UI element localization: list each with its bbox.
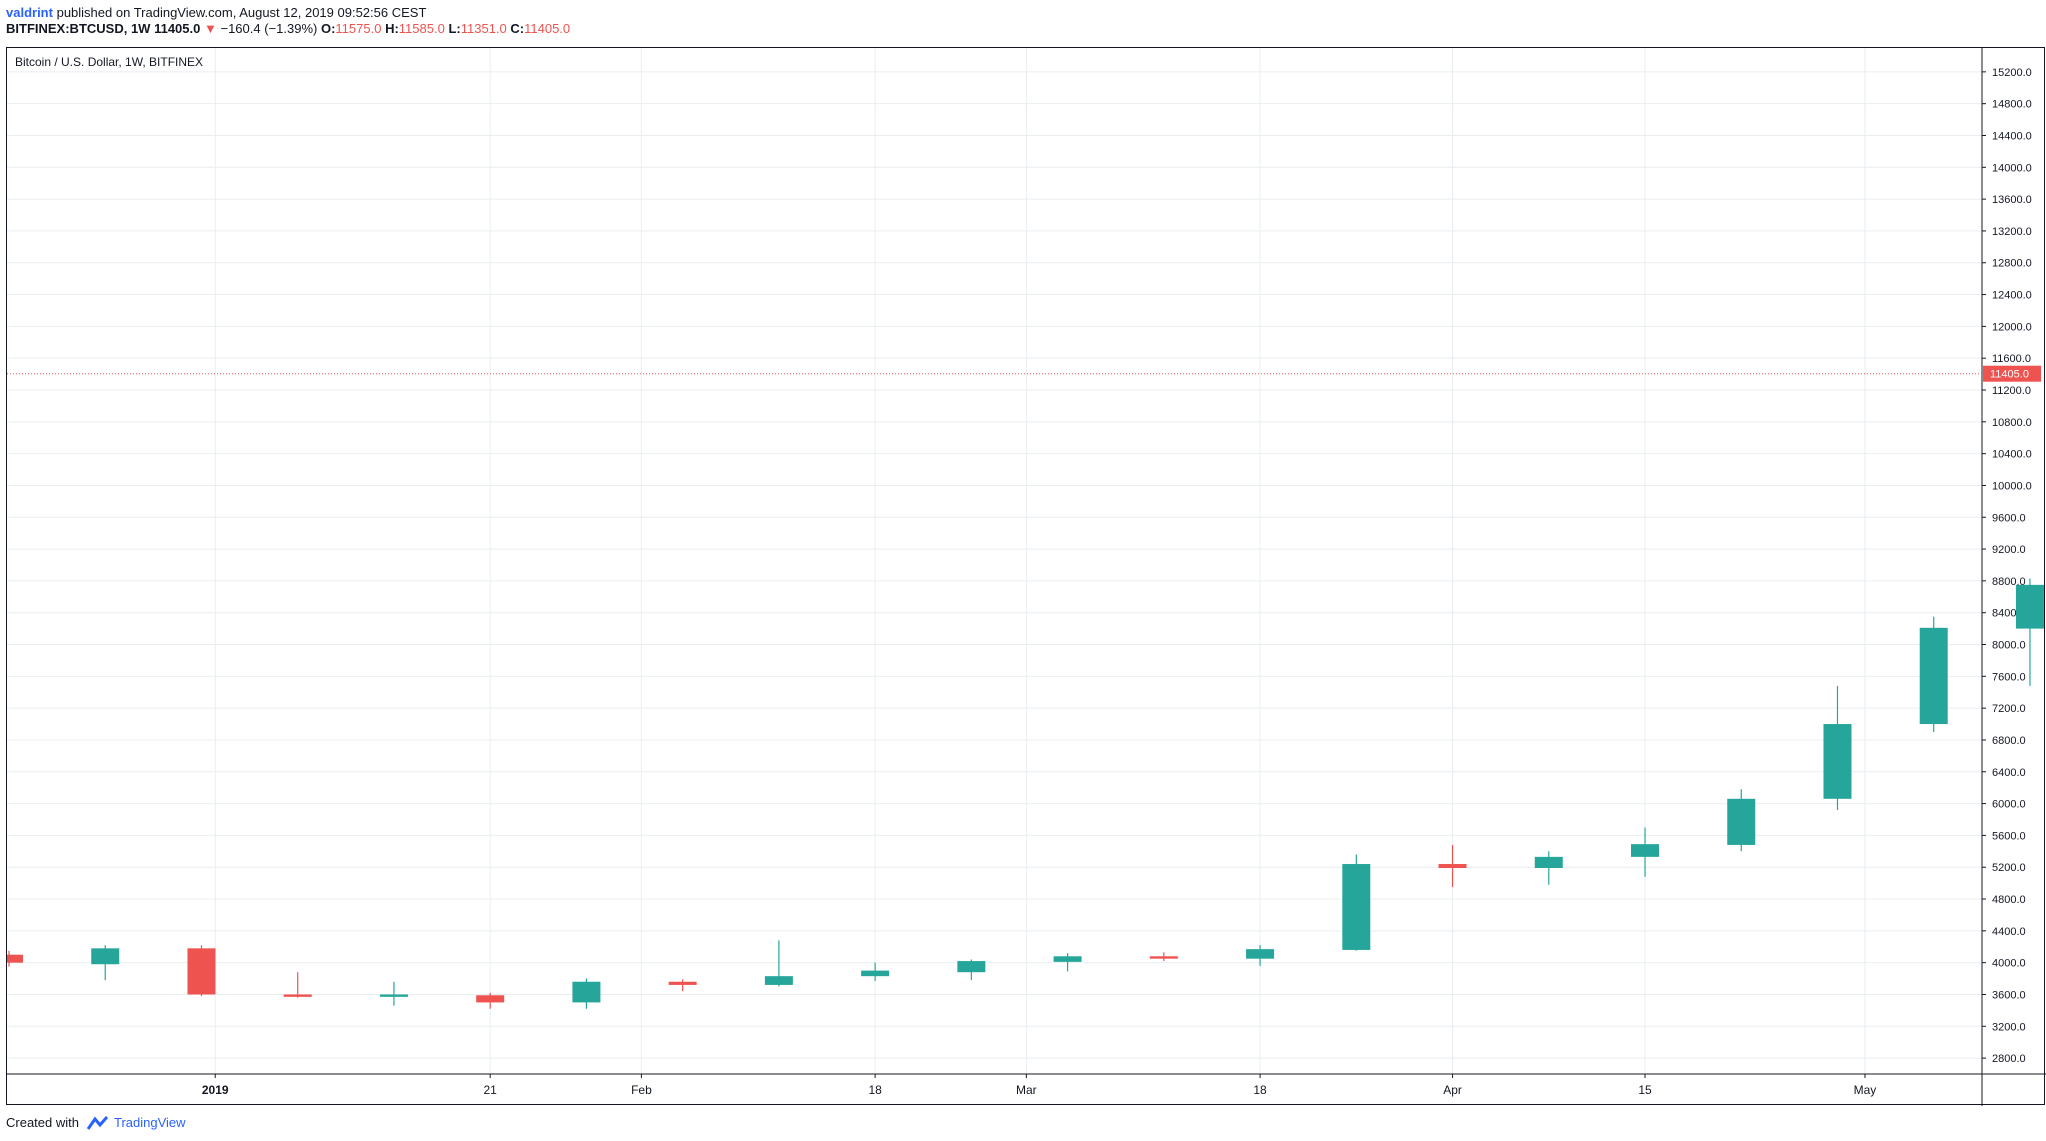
candle-down <box>7 954 23 963</box>
created-with-text: Created with <box>6 1115 79 1130</box>
author-link[interactable]: valdrint <box>6 5 53 20</box>
y-tick-label: 9200.0 <box>1992 544 2026 556</box>
x-tick-label: 18 <box>868 1083 882 1097</box>
y-tick-label: 12800.0 <box>1992 258 2032 270</box>
y-tick-label: 6000.0 <box>1992 799 2026 811</box>
ohlc-line: BITFINEX:BTCUSD, 1W 11405.0 ▼ −160.4 (−1… <box>6 21 570 36</box>
candle-up <box>379 994 408 997</box>
y-tick-label: 11600.0 <box>1992 353 2031 365</box>
y-tick-label: 4400.0 <box>1992 926 2026 938</box>
y-tick-label: 3200.0 <box>1992 1021 2026 1033</box>
y-tick-label: 9600.0 <box>1992 512 2026 524</box>
candle-down <box>187 948 216 995</box>
tradingview-logo-icon <box>86 1116 108 1130</box>
y-tick-label: 8000.0 <box>1992 640 2026 652</box>
y-tick-label: 5600.0 <box>1992 830 2026 842</box>
candle-up <box>1534 856 1563 869</box>
candlestick-chart[interactable]: Bitcoin / U.S. Dollar, 1W, BITFINEX 2800.… <box>7 48 2046 1106</box>
open-label: O: <box>320 21 336 36</box>
chart-title: Bitcoin / U.S. Dollar, 1W, BITFINEX <box>15 55 203 69</box>
publish-line: valdrint published on TradingView.com, A… <box>6 5 426 20</box>
y-tick-label: 14800.0 <box>1992 99 2032 111</box>
x-tick-label: May <box>1854 1083 1877 1097</box>
x-tick-label: Mar <box>1016 1083 1037 1097</box>
x-tick-label: 2019 <box>202 1083 229 1097</box>
candle-up <box>1246 949 1275 959</box>
price-change: −160.4 (−1.39%) <box>220 21 318 36</box>
x-tick-label: Apr <box>1443 1083 1462 1097</box>
open-value: 11575.0 <box>335 21 382 36</box>
y-tick-label: 10000.0 <box>1992 480 2032 492</box>
candle-up <box>957 961 986 973</box>
chart-container[interactable]: Bitcoin / U.S. Dollar, 1W, BITFINEX 2800.… <box>6 47 2046 1106</box>
y-tick-label: 12000.0 <box>1992 321 2032 333</box>
y-tick-label: 7600.0 <box>1992 671 2026 683</box>
y-tick-label: 13200.0 <box>1992 226 2032 238</box>
candle-up <box>572 981 601 1003</box>
candle-up <box>1631 844 1660 857</box>
symbol-label: BITFINEX:BTCUSD, 1W <box>6 21 151 36</box>
candle-up <box>91 948 120 965</box>
high-value: 11585.0 <box>398 21 445 36</box>
candle-down <box>476 995 505 1003</box>
last-price: 11405.0 <box>154 21 201 36</box>
y-tick-label: 14000.0 <box>1992 162 2032 174</box>
candle-up <box>1727 798 1756 845</box>
y-tick-label: 3600.0 <box>1992 989 2026 1001</box>
candle-down <box>283 994 312 997</box>
down-arrow-icon: ▼ <box>203 21 217 36</box>
x-tick-label: Feb <box>631 1083 652 1097</box>
y-tick-label: 10800.0 <box>1992 417 2032 429</box>
published-text: published on TradingView.com, August 12,… <box>56 5 427 20</box>
y-tick-label: 6800.0 <box>1992 735 2026 747</box>
close-label: C: <box>510 21 525 36</box>
y-tick-label: 4000.0 <box>1992 958 2026 970</box>
last-price-label: 11405.0 <box>1990 369 2029 381</box>
candle-up <box>861 970 890 977</box>
footer: Created with TradingView <box>6 1115 186 1130</box>
tradingview-brand[interactable]: TradingView <box>114 1115 186 1130</box>
x-tick-label: 18 <box>1253 1083 1267 1097</box>
candle-up <box>1053 956 1082 962</box>
last-price-badge <box>1983 365 2041 382</box>
candle-down <box>1149 956 1178 959</box>
y-tick-label: 10400.0 <box>1992 449 2032 461</box>
y-tick-label: 4800.0 <box>1992 894 2026 906</box>
y-tick-label: 2800.0 <box>1992 1053 2026 1065</box>
x-tick-label: 21 <box>484 1083 498 1097</box>
candle-up <box>1919 627 1948 725</box>
y-tick-label: 5200.0 <box>1992 862 2026 874</box>
y-tick-label: 6400.0 <box>1992 767 2026 779</box>
x-tick-label: 15 <box>1638 1083 1652 1097</box>
close-value: 11405.0 <box>524 21 571 36</box>
low-value: 11351.0 <box>460 21 507 36</box>
candle-down <box>1438 864 1467 869</box>
y-tick-label: 7200.0 <box>1992 703 2026 715</box>
y-tick-label: 12400.0 <box>1992 290 2032 302</box>
candle-up <box>1823 724 1852 799</box>
low-label: L: <box>448 21 461 36</box>
candle-up <box>1342 864 1371 950</box>
y-tick-label: 14400.0 <box>1992 130 2032 142</box>
y-tick-label: 15200.0 <box>1992 67 2032 79</box>
candle-up <box>764 976 793 985</box>
y-tick-label: 11200.0 <box>1992 385 2031 397</box>
y-tick-label: 13600.0 <box>1992 194 2032 206</box>
candle-up <box>2015 584 2044 629</box>
candle-down <box>668 981 697 985</box>
high-label: H: <box>385 21 399 36</box>
